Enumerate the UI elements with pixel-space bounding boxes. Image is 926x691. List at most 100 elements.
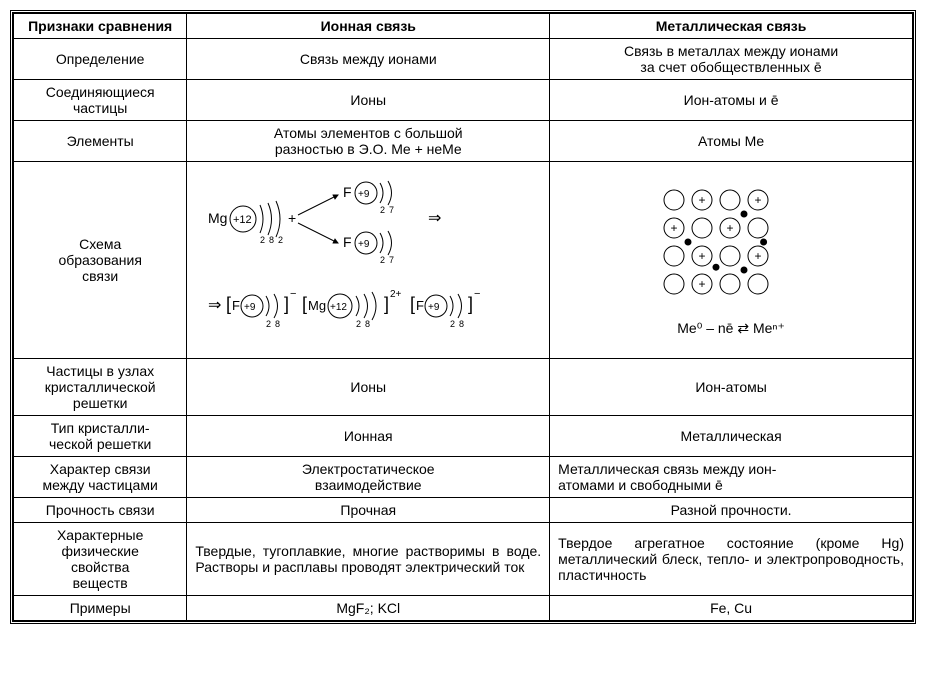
row-crystal: Тип кристалли- ческой решетки Ионная Мет… (14, 416, 913, 457)
svg-text:+9: +9 (358, 189, 370, 200)
bond-ionic-l2: взаимодействие (315, 477, 422, 493)
row-particles: Соединяющиеся частицы Ионы Ион-атомы и ē (14, 80, 913, 121)
examples-metallic: Fe, Cu (550, 596, 913, 621)
svg-text:]: ] (384, 294, 389, 314)
crystal-label: Тип кристалли- ческой решетки (14, 416, 187, 457)
svg-text:+: + (699, 193, 706, 207)
svg-text:8: 8 (365, 319, 370, 329)
bond-label-l1: Характер связи (50, 461, 151, 477)
lattice-metallic: Ион-атомы (550, 359, 913, 416)
svg-text:[: [ (302, 294, 307, 314)
svg-text:2+: 2+ (390, 289, 402, 300)
phys-label-l2: физические (61, 543, 138, 559)
header-col2: Ионная связь (187, 14, 550, 39)
elements-label: Элементы (14, 121, 187, 162)
svg-text:7: 7 (389, 255, 394, 265)
row-elements: Элементы Атомы элементов с большой разно… (14, 121, 913, 162)
svg-text:2: 2 (380, 205, 385, 215)
svg-text:2: 2 (380, 255, 385, 265)
svg-text:+9: +9 (358, 239, 370, 250)
scheme-metallic-diagram: + + + + + + + Me⁰ – nē ⇄ Meⁿ⁺ (550, 162, 913, 359)
strength-metallic: Разной прочности. (550, 498, 913, 523)
ionic-svg: Mg +12 2 8 2 + F +9 2 7 F (198, 175, 538, 345)
crystal-ionic: Ионная (187, 416, 550, 457)
lattice-label-l1: Частицы в узлах (46, 363, 154, 379)
svg-text:]: ] (468, 294, 473, 314)
svg-text:8: 8 (275, 319, 280, 329)
header-col1: Признаки сравнения (14, 14, 187, 39)
examples-ionic: MgF₂; KCl (187, 596, 550, 621)
svg-text:+: + (671, 221, 678, 235)
particles-metallic: Ион-атомы и ē (550, 80, 913, 121)
scheme-label: Схема образования связи (14, 162, 187, 359)
svg-text:2: 2 (266, 319, 271, 329)
metallic-formula: Me⁰ – nē ⇄ Meⁿ⁺ (656, 314, 806, 337)
definition-metallic-l2: за счет обобществленных ē (640, 59, 821, 75)
definition-metallic-l1: Связь в металлах между ионами (624, 43, 838, 59)
svg-text:+: + (288, 210, 296, 226)
strength-label: Прочность связи (14, 498, 187, 523)
definition-label: Определение (14, 39, 187, 80)
header-row: Признаки сравнения Ионная связь Металлич… (14, 14, 913, 39)
svg-text:+9: +9 (428, 302, 440, 313)
svg-text:+: + (699, 249, 706, 263)
crystal-label-l2: ческой решетки (49, 436, 151, 452)
lattice-label-l3: решетки (73, 395, 127, 411)
phys-label-l4: веществ (73, 575, 128, 591)
svg-text:2: 2 (278, 235, 283, 245)
definition-ionic: Связь между ионами (187, 39, 550, 80)
definition-metallic: Связь в металлах между ионами за счет об… (550, 39, 913, 80)
row-strength: Прочность связи Прочная Разной прочности… (14, 498, 913, 523)
bond-ionic-l1: Электростатическое (302, 461, 435, 477)
svg-text:+12: +12 (233, 214, 252, 226)
crystal-label-l1: Тип кристалли- (51, 420, 150, 436)
comparison-table: Признаки сравнения Ионная связь Металлич… (13, 13, 913, 621)
svg-text:2: 2 (260, 235, 265, 245)
svg-text:F: F (232, 298, 240, 313)
comparison-table-wrap: Признаки сравнения Ионная связь Металлич… (10, 10, 916, 624)
svg-text:+: + (699, 277, 706, 291)
lattice-label: Частицы в узлах кристаллической решетки (14, 359, 187, 416)
svg-text:+: + (755, 193, 762, 207)
elements-ionic-l2: разностью в Э.О. Me + неMe (275, 141, 462, 157)
bond-label-l2: между частицами (43, 477, 158, 493)
svg-text:−: − (474, 288, 480, 300)
elements-ionic: Атомы элементов с большой разностью в Э.… (187, 121, 550, 162)
svg-text:⇒: ⇒ (208, 297, 221, 314)
svg-text:+12: +12 (330, 302, 347, 313)
bond-ionic: Электростатическое взаимодействие (187, 457, 550, 498)
examples-label: Примеры (14, 596, 187, 621)
lattice-label-l2: кристаллической (45, 379, 156, 395)
strength-ionic: Прочная (187, 498, 550, 523)
svg-text:7: 7 (389, 205, 394, 215)
row-bond: Характер связи между частицами Электрост… (14, 457, 913, 498)
svg-text:2: 2 (450, 319, 455, 329)
scheme-label-l1: Схема (79, 236, 121, 252)
svg-text:8: 8 (459, 319, 464, 329)
svg-text:F: F (343, 184, 352, 200)
crystal-metallic: Металлическая (550, 416, 913, 457)
elements-ionic-l1: Атомы элементов с большой (274, 125, 463, 141)
particles-label: Соединяющиеся частицы (14, 80, 187, 121)
svg-text:]: ] (284, 294, 289, 314)
lattice-ionic: Ионы (187, 359, 550, 416)
metallic-lattice-svg: + + + + + + + (656, 184, 806, 314)
row-examples: Примеры MgF₂; KCl Fe, Cu (14, 596, 913, 621)
phys-label: Характерные физические свойства веществ (14, 523, 187, 596)
scheme-label-l2: образования (58, 252, 141, 268)
svg-text:+: + (727, 221, 734, 235)
row-definition: Определение Связь между ионами Связь в м… (14, 39, 913, 80)
phys-ionic: Твердые, тугоплавкие, многие растворимы … (187, 523, 550, 596)
particles-label-l2: частицы (73, 100, 127, 116)
bond-label: Характер связи между частицами (14, 457, 187, 498)
scheme-label-l3: связи (82, 268, 118, 284)
particles-ionic: Ионы (187, 80, 550, 121)
svg-text:−: − (290, 288, 296, 300)
svg-text:⇒: ⇒ (428, 210, 441, 227)
svg-text:+: + (755, 249, 762, 263)
svg-text:Mg: Mg (308, 298, 326, 313)
svg-text:[: [ (226, 294, 231, 314)
scheme-ionic-diagram: Mg +12 2 8 2 + F +9 2 7 F (187, 162, 550, 359)
phys-metallic: Твердое агрегатное состояние (кроме Hg) … (550, 523, 913, 596)
phys-label-l1: Характерные (57, 527, 143, 543)
